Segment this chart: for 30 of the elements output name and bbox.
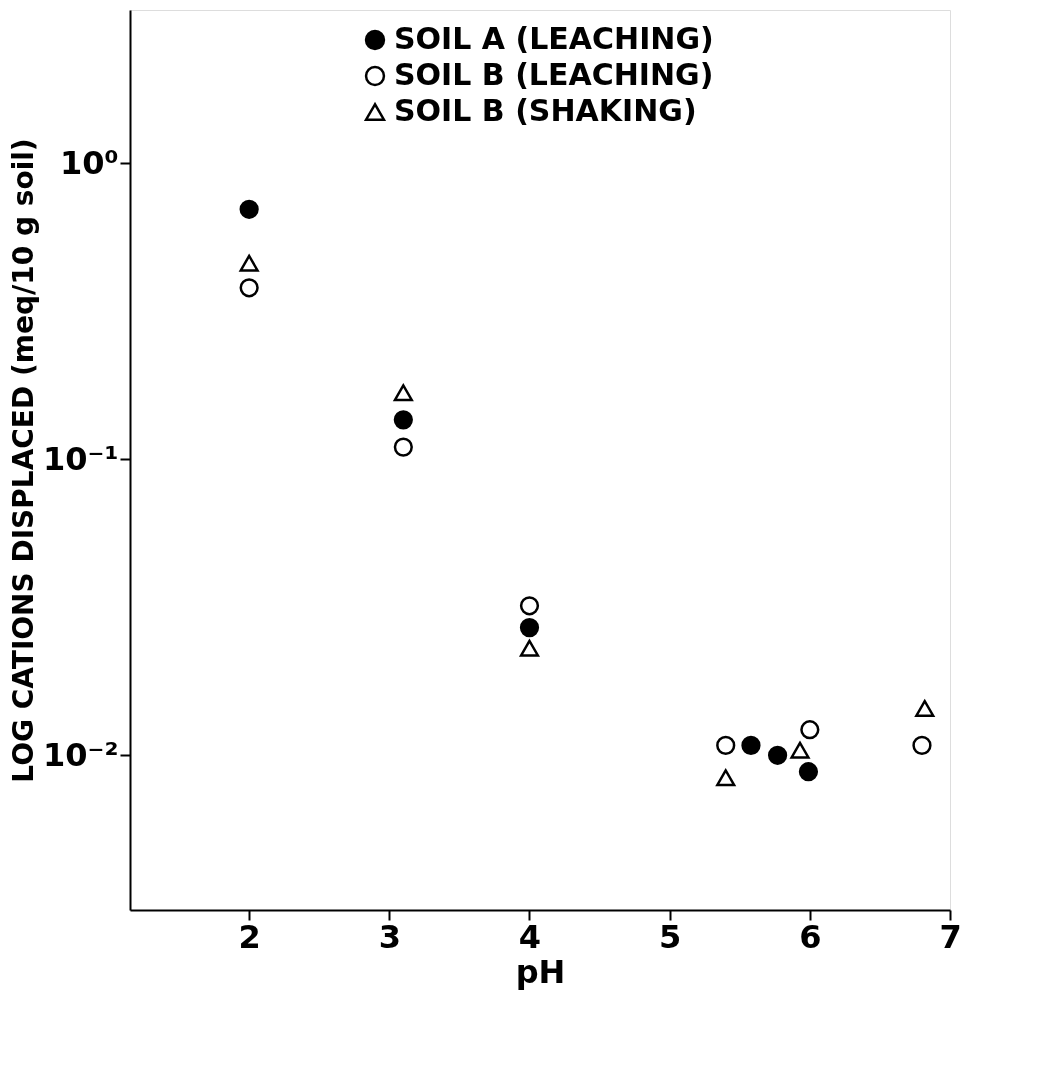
point [790,741,810,759]
x-tick-label: 6 [799,917,822,956]
point [716,735,736,755]
legend-label: SOIL B (LEACHING) [394,57,714,92]
point [798,762,819,782]
y-tick-label: 10⁰ [59,143,119,182]
point [393,437,413,457]
x-tick-label: 7 [939,917,962,956]
point [239,278,259,298]
y-tick-label: 10⁻² [43,735,119,774]
point [239,254,259,272]
x-tick-label: 2 [238,917,261,956]
point [519,639,540,657]
legend-label: SOIL A (LEACHING) [394,21,714,56]
point [741,735,761,755]
legend-label: SOIL B (SHAKING) [394,93,697,128]
point [915,699,935,717]
y-tick-label: 10⁻¹ [43,439,119,478]
x-tick-label: 3 [378,917,401,956]
point [716,769,736,787]
x-tick-label: 5 [659,917,682,956]
point [800,720,820,740]
point [239,199,259,219]
y-axis-title: LOG CATIONS DISPLACED (meq/10 g soil) [7,138,41,783]
point [767,745,788,765]
point [519,596,540,616]
point [519,618,540,638]
point [393,384,413,402]
point [912,735,932,755]
point [393,410,413,430]
